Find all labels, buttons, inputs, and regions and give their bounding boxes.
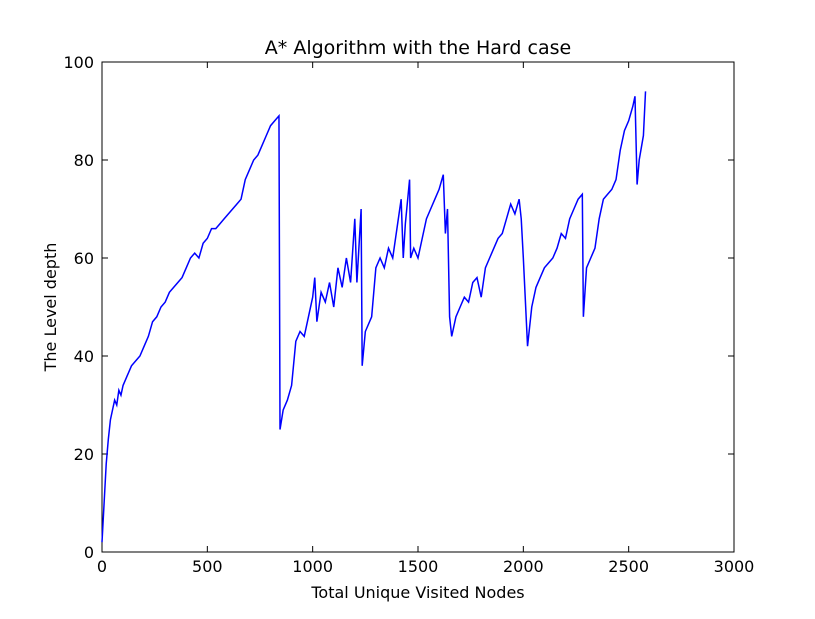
- y-tick-label: 60: [74, 249, 94, 268]
- x-tick-label: 500: [192, 557, 223, 576]
- x-tick-label: 1500: [398, 557, 439, 576]
- data-line: [101, 91, 647, 543]
- x-tick-label: 0: [97, 557, 107, 576]
- y-tick-label: 0: [84, 543, 94, 562]
- chart-title: A* Algorithm with the Hard case: [265, 37, 571, 59]
- x-tick-label: 2500: [608, 557, 649, 576]
- x-tick-label: 1000: [292, 557, 333, 576]
- y-axis-label: The Level depth: [41, 243, 60, 373]
- x-tick-label: 2000: [503, 557, 544, 576]
- x-tick-label: 3000: [714, 557, 755, 576]
- x-axis-label: Total Unique Visited Nodes: [310, 583, 524, 602]
- y-tick-label: 100: [63, 53, 94, 72]
- y-tick-label: 20: [74, 445, 94, 464]
- plot-frame: [101, 61, 735, 553]
- y-tick-label: 80: [74, 151, 94, 170]
- y-tick-label: 40: [74, 347, 94, 366]
